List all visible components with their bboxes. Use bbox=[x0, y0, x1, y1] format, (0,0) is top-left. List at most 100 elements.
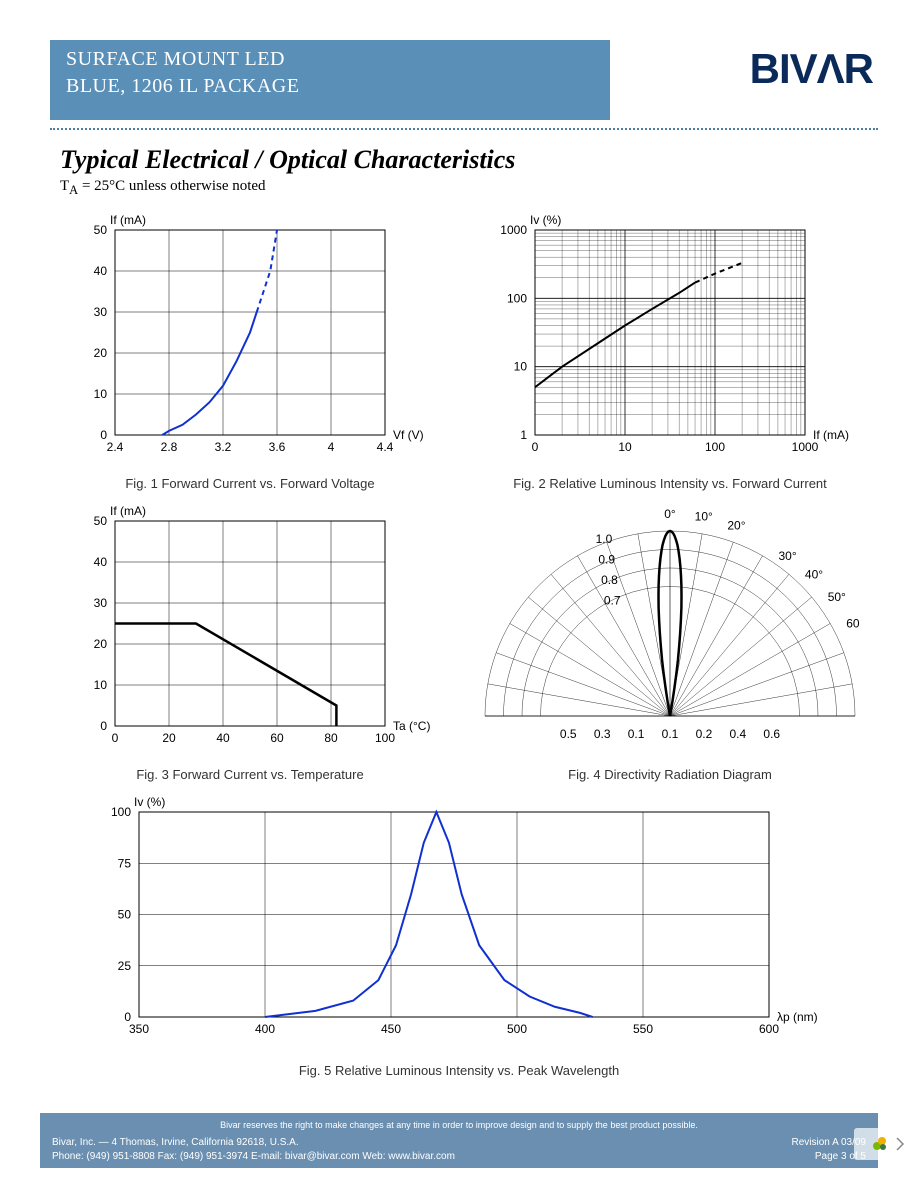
svg-text:10: 10 bbox=[94, 387, 108, 401]
svg-text:450: 450 bbox=[381, 1022, 401, 1036]
svg-text:0.8: 0.8 bbox=[601, 573, 618, 587]
svg-text:0.9: 0.9 bbox=[598, 553, 615, 567]
chevron-right-icon bbox=[890, 1134, 910, 1154]
svg-text:0.1: 0.1 bbox=[662, 727, 679, 741]
svg-text:40: 40 bbox=[94, 555, 108, 569]
svg-text:75: 75 bbox=[118, 856, 132, 870]
svg-text:60: 60 bbox=[270, 731, 284, 745]
brand-logo: BIVΛR bbox=[750, 45, 873, 93]
charts-container: 2.42.83.23.644.401020304050If (mA)Vf (V)… bbox=[60, 210, 858, 1078]
svg-text:Iv (%): Iv (%) bbox=[134, 795, 165, 809]
svg-text:Iv (%): Iv (%) bbox=[530, 213, 561, 227]
svg-text:600: 600 bbox=[759, 1022, 779, 1036]
svg-text:40: 40 bbox=[216, 731, 230, 745]
svg-text:λp (nm): λp (nm) bbox=[777, 1010, 818, 1024]
title-line-2: BLUE, 1206 IL PACKAGE bbox=[66, 75, 594, 98]
subnote-a: A bbox=[69, 183, 78, 197]
svg-text:50: 50 bbox=[118, 908, 132, 922]
svg-text:50: 50 bbox=[94, 514, 108, 528]
svg-text:2.8: 2.8 bbox=[161, 440, 178, 454]
footer-disclaimer: Bivar reserves the right to make changes… bbox=[52, 1119, 866, 1132]
fig5-caption: Fig. 5 Relative Luminous Intensity vs. P… bbox=[79, 1063, 839, 1078]
svg-text:10: 10 bbox=[94, 678, 108, 692]
svg-text:80: 80 bbox=[324, 731, 338, 745]
svg-text:40°: 40° bbox=[805, 567, 823, 581]
svg-text:500: 500 bbox=[507, 1022, 527, 1036]
svg-text:4: 4 bbox=[328, 440, 335, 454]
svg-text:0: 0 bbox=[112, 731, 119, 745]
fig5-box: 3504004505005506000255075100Iv (%)λp (nm… bbox=[79, 792, 839, 1078]
svg-text:20: 20 bbox=[162, 731, 176, 745]
fig4-svg: 0°10°20°30°40°50°60°70°80°90°1.00.90.80.… bbox=[480, 501, 860, 761]
fig2-caption: Fig. 2 Relative Luminous Intensity vs. F… bbox=[480, 476, 860, 491]
footer-address: Bivar, Inc. — 4 Thomas, Irvine, Californ… bbox=[52, 1136, 455, 1150]
svg-text:0: 0 bbox=[532, 440, 539, 454]
svg-text:0: 0 bbox=[124, 1010, 131, 1024]
section-title: Typical Electrical / Optical Characteris… bbox=[60, 145, 515, 175]
svg-text:25: 25 bbox=[118, 959, 132, 973]
svg-text:40: 40 bbox=[94, 264, 108, 278]
svg-text:20: 20 bbox=[94, 637, 108, 651]
fig5-svg: 3504004505005506000255075100Iv (%)λp (nm… bbox=[79, 792, 839, 1052]
svg-text:0.2: 0.2 bbox=[696, 727, 713, 741]
fig3-caption: Fig. 3 Forward Current vs. Temperature bbox=[60, 767, 440, 782]
svg-text:If (mA): If (mA) bbox=[110, 213, 146, 227]
fig3-svg: 0 20 40 60 80 100 0 10 20 30 40 50If (mA) Ta (°C) bbox=[60, 501, 440, 761]
subnote-t: T bbox=[60, 178, 69, 194]
svg-text:0.5: 0.5 bbox=[560, 727, 577, 741]
svg-text:60°: 60° bbox=[846, 617, 860, 631]
fig4-box: 0°10°20°30°40°50°60°70°80°90°1.00.90.80.… bbox=[480, 501, 860, 782]
svg-text:0°: 0° bbox=[664, 507, 676, 521]
svg-text:3.2: 3.2 bbox=[215, 440, 232, 454]
leaf-icon bbox=[870, 1134, 890, 1154]
svg-text:100: 100 bbox=[375, 731, 395, 745]
subnote-rest: = 25°C unless otherwise noted bbox=[78, 178, 265, 194]
divider-dotted bbox=[50, 128, 878, 130]
svg-text:100: 100 bbox=[111, 805, 131, 819]
svg-text:30: 30 bbox=[94, 596, 108, 610]
svg-text:50: 50 bbox=[94, 223, 108, 237]
title-line-1: SURFACE MOUNT LED bbox=[66, 48, 594, 71]
svg-text:100: 100 bbox=[507, 291, 527, 305]
svg-text:0.6: 0.6 bbox=[763, 727, 780, 741]
section-subnote: TA = 25°C unless otherwise noted bbox=[60, 178, 266, 198]
svg-text:1: 1 bbox=[520, 428, 527, 442]
svg-text:1.0: 1.0 bbox=[596, 532, 613, 546]
pdf-nav-stub[interactable] bbox=[854, 1128, 910, 1160]
svg-text:550: 550 bbox=[633, 1022, 653, 1036]
svg-text:30: 30 bbox=[94, 305, 108, 319]
svg-text:50°: 50° bbox=[828, 590, 846, 604]
footer-left: Bivar, Inc. — 4 Thomas, Irvine, Californ… bbox=[52, 1136, 455, 1164]
svg-text:10: 10 bbox=[514, 360, 528, 374]
svg-text:Ta (°C): Ta (°C) bbox=[393, 719, 430, 733]
fig4-caption: Fig. 4 Directivity Radiation Diagram bbox=[480, 767, 860, 782]
svg-text:Vf (V): Vf (V) bbox=[393, 428, 424, 442]
svg-text:3.6: 3.6 bbox=[269, 440, 286, 454]
fig1-caption: Fig. 1 Forward Current vs. Forward Volta… bbox=[60, 476, 440, 491]
svg-text:0: 0 bbox=[100, 719, 107, 733]
svg-text:0.1: 0.1 bbox=[628, 727, 645, 741]
svg-text:1000: 1000 bbox=[500, 223, 527, 237]
svg-text:2.4: 2.4 bbox=[107, 440, 124, 454]
fig1-box: 2.4 2.8 3.2 3.6 4 4.4 0 10 20 30 40 50If (mA) Vf (V)… bbox=[60, 210, 440, 491]
svg-text:10: 10 bbox=[618, 440, 632, 454]
svg-text:20: 20 bbox=[94, 346, 108, 360]
svg-text:If (mA): If (mA) bbox=[813, 428, 849, 442]
svg-text:1000: 1000 bbox=[792, 440, 819, 454]
svg-text:100: 100 bbox=[705, 440, 725, 454]
fig1-svg: 2.4 2.8 3.2 3.6 4 4.4 0 10 20 30 40 50If (mA) Vf (V) bbox=[60, 210, 440, 470]
svg-text:10°: 10° bbox=[695, 510, 713, 524]
footer-contact: Phone: (949) 951-8808 Fax: (949) 951-397… bbox=[52, 1150, 455, 1164]
svg-text:4.4: 4.4 bbox=[377, 440, 394, 454]
svg-text:0: 0 bbox=[100, 428, 107, 442]
svg-text:0.7: 0.7 bbox=[604, 594, 621, 608]
fig2-svg: 01010010001101001000Iv (%)If (mA) bbox=[480, 210, 860, 470]
svg-text:400: 400 bbox=[255, 1022, 275, 1036]
svg-text:If (mA): If (mA) bbox=[110, 504, 146, 518]
footer-band: Bivar reserves the right to make changes… bbox=[40, 1113, 878, 1168]
fig2-box: 01010010001101001000Iv (%)If (mA) Fig. 2… bbox=[480, 210, 860, 491]
svg-text:20°: 20° bbox=[727, 518, 745, 532]
svg-text:0.4: 0.4 bbox=[729, 727, 746, 741]
title-band: SURFACE MOUNT LED BLUE, 1206 IL PACKAGE bbox=[50, 40, 610, 120]
svg-text:0.3: 0.3 bbox=[594, 727, 611, 741]
